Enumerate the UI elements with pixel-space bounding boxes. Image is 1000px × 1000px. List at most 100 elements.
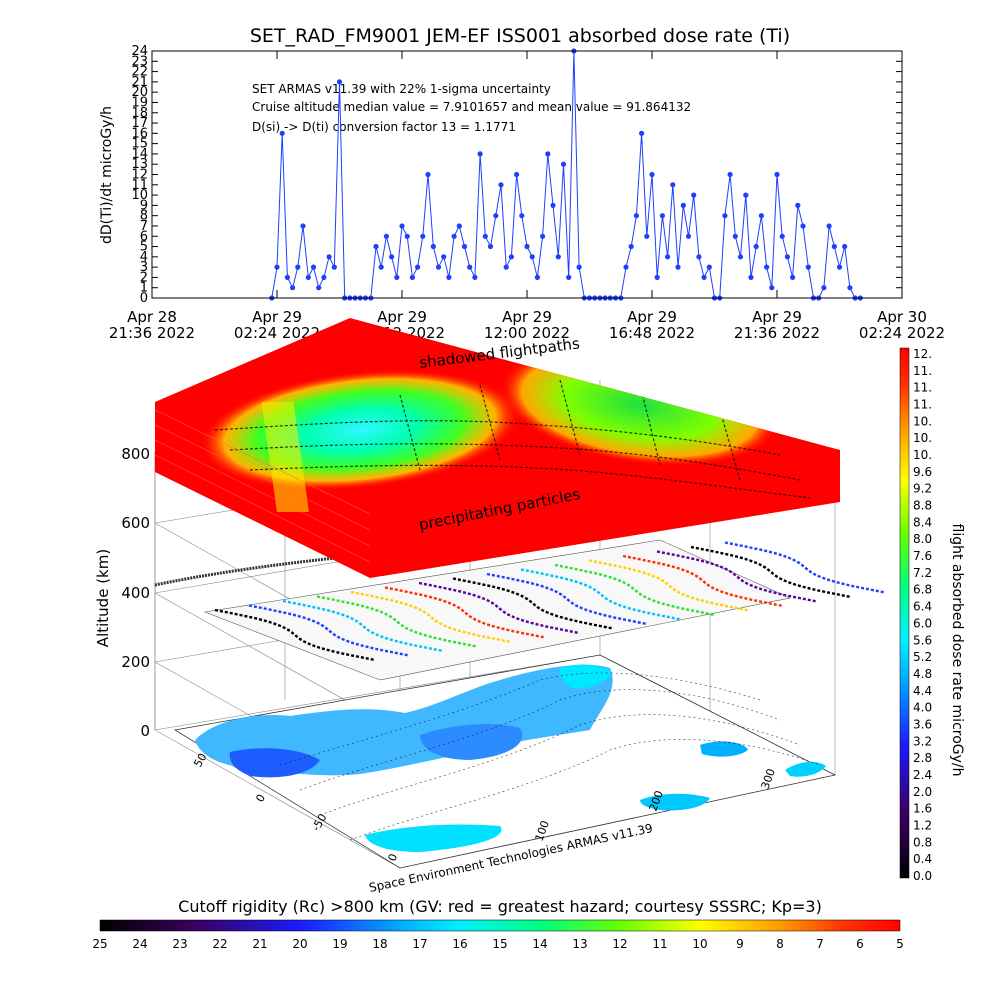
rigidity-colorbar-ticklabel: 13 bbox=[572, 937, 587, 951]
dose-colorbar-gradient bbox=[899, 347, 910, 879]
top-series-point bbox=[482, 233, 488, 239]
dose-colorbar-ticklabel: 11. bbox=[913, 398, 932, 412]
mesh-orbit-track bbox=[452, 577, 614, 630]
dose-colorbar-ticklabel: 8.8 bbox=[913, 499, 932, 513]
top-series-point bbox=[623, 264, 629, 270]
top-series-point bbox=[691, 192, 697, 198]
top-y-ticklabel: 14 bbox=[131, 147, 148, 162]
top-series-point bbox=[435, 264, 442, 270]
top-series-point bbox=[784, 254, 791, 260]
top-series-point bbox=[842, 243, 848, 250]
latitude-tick: 0 bbox=[253, 792, 268, 805]
top-x-ticklabel: Apr 28 bbox=[127, 308, 177, 326]
rigidity-colorbar-ticklabel: 7 bbox=[816, 937, 824, 951]
rigidity-colorbar-ticklabel: 6 bbox=[856, 937, 864, 951]
mesh-orbit-track bbox=[622, 554, 784, 608]
dose-colorbar-ticklabel: 3.6 bbox=[913, 717, 932, 731]
rigidity-colorbar-gradient bbox=[99, 919, 901, 932]
top-series-point bbox=[430, 243, 436, 250]
top-series-point bbox=[389, 254, 395, 260]
mesh-orbit-track bbox=[588, 559, 750, 612]
top-series-point bbox=[628, 243, 634, 250]
top-dose-series bbox=[269, 48, 863, 301]
top-y-ticklabel: 8 bbox=[140, 209, 148, 224]
dose-colorbar-ticklabel: 6.4 bbox=[913, 600, 932, 614]
mesh-orbit-track bbox=[554, 563, 716, 617]
top-x-ticklabel: Apr 30 bbox=[877, 308, 927, 326]
top-series-point bbox=[373, 243, 379, 250]
top-y-ticklabel: 10 bbox=[131, 188, 148, 203]
top-y-ticklabel: 5 bbox=[140, 240, 148, 255]
top-series-point bbox=[831, 243, 837, 250]
top-series-point bbox=[425, 171, 431, 178]
top-series-point bbox=[540, 233, 546, 239]
dose-colorbar-ticklabel: 1.2 bbox=[913, 818, 932, 832]
top-x-ticklabel: 21:36 2022 bbox=[109, 324, 195, 342]
rigidity-colorbar-ticklabel: 16 bbox=[452, 937, 467, 951]
top-series-point bbox=[300, 223, 306, 229]
top-series-point bbox=[321, 274, 327, 280]
top-series-point bbox=[498, 182, 504, 188]
annotation-line-1: SET ARMAS v11.39 with 22% 1-sigma uncert… bbox=[252, 82, 551, 96]
dose-colorbar-ticklabel: 3.2 bbox=[913, 734, 932, 748]
top-series-point bbox=[758, 213, 765, 219]
mesh-orbit-track bbox=[248, 604, 410, 657]
altitude-tick: 600 bbox=[121, 514, 150, 532]
top-series-point bbox=[290, 285, 296, 291]
top-series-point bbox=[560, 161, 567, 167]
top-series-point bbox=[748, 274, 754, 280]
top-y-ticklabel: 17 bbox=[131, 116, 148, 131]
top-series-point bbox=[821, 285, 827, 291]
altitude-axis-ticks: 0 200 400 600 800 bbox=[121, 445, 150, 740]
top-series-point bbox=[461, 243, 468, 250]
dose-colorbar-ticklabel: 0.4 bbox=[913, 852, 932, 866]
altitude-tick: 0 bbox=[140, 722, 150, 740]
top-series-point bbox=[847, 285, 853, 291]
annotation-line-2: Cruise altitude median value = 7.9101657… bbox=[252, 100, 691, 114]
mesh-orbit-track bbox=[418, 581, 580, 635]
rigidity-colorbar-ticklabel: 20 bbox=[292, 937, 307, 951]
top-series-point bbox=[487, 243, 494, 250]
altitude-tick: 200 bbox=[121, 653, 150, 671]
top-x-ticklabel: Apr 29 bbox=[627, 308, 677, 326]
slab-yellow-band bbox=[261, 402, 309, 512]
top-series-point bbox=[555, 254, 561, 260]
dose-colorbar-ticklabel: 11. bbox=[913, 364, 932, 378]
top-y-ticklabel: 2 bbox=[140, 270, 148, 285]
top-series-point bbox=[534, 274, 541, 280]
top-series-point bbox=[680, 202, 686, 208]
top-y-ticklabel: 6 bbox=[140, 229, 148, 244]
top-series-point bbox=[493, 213, 499, 219]
top-x-ticklabel: Apr 29 bbox=[252, 308, 302, 326]
rigidity-colorbar-ticklabel: 23 bbox=[172, 937, 187, 951]
top-series-point bbox=[514, 171, 520, 178]
top-series-point bbox=[670, 182, 676, 188]
top-y-ticklabel: 9 bbox=[140, 198, 148, 213]
top-x-ticklabel: 21:36 2022 bbox=[734, 324, 820, 342]
top-y-ticklabel: 18 bbox=[131, 106, 148, 121]
dose-colorbar-ticklabel: 6.8 bbox=[913, 583, 932, 597]
rigidity-colorbar-ticklabel: 11 bbox=[652, 937, 667, 951]
top-x-ticklabel: 12:00 2022 bbox=[484, 324, 570, 342]
top-series-point bbox=[795, 202, 801, 208]
dose-colorbar-ticklabel: 8.4 bbox=[913, 515, 932, 529]
dose-colorbar-ticklabel: 7.2 bbox=[913, 566, 932, 580]
top-y-ticklabel: 11 bbox=[131, 178, 148, 193]
dose-colorbar-ticklabel: 5.6 bbox=[913, 633, 932, 647]
top-series-point bbox=[326, 254, 332, 260]
top-series-point bbox=[477, 151, 483, 157]
rigidity-colorbar-ticklabel: 8 bbox=[776, 937, 784, 951]
top-series-point bbox=[779, 233, 785, 239]
top-y-ticklabel: 19 bbox=[131, 95, 148, 110]
dose-colorbar-ticklabel: 10. bbox=[913, 414, 932, 428]
top-series-point bbox=[336, 79, 343, 85]
top-series-point bbox=[310, 264, 317, 270]
top-y-ticklabel: 12 bbox=[131, 168, 148, 183]
top-y-ticklabel: 15 bbox=[131, 137, 148, 152]
dose-colorbar-ticklabel: 4.4 bbox=[913, 684, 932, 698]
dose-colorbar-ticklabel: 9.6 bbox=[913, 465, 932, 479]
top-series-point bbox=[331, 264, 337, 270]
mesh-orbit-track bbox=[690, 545, 852, 599]
